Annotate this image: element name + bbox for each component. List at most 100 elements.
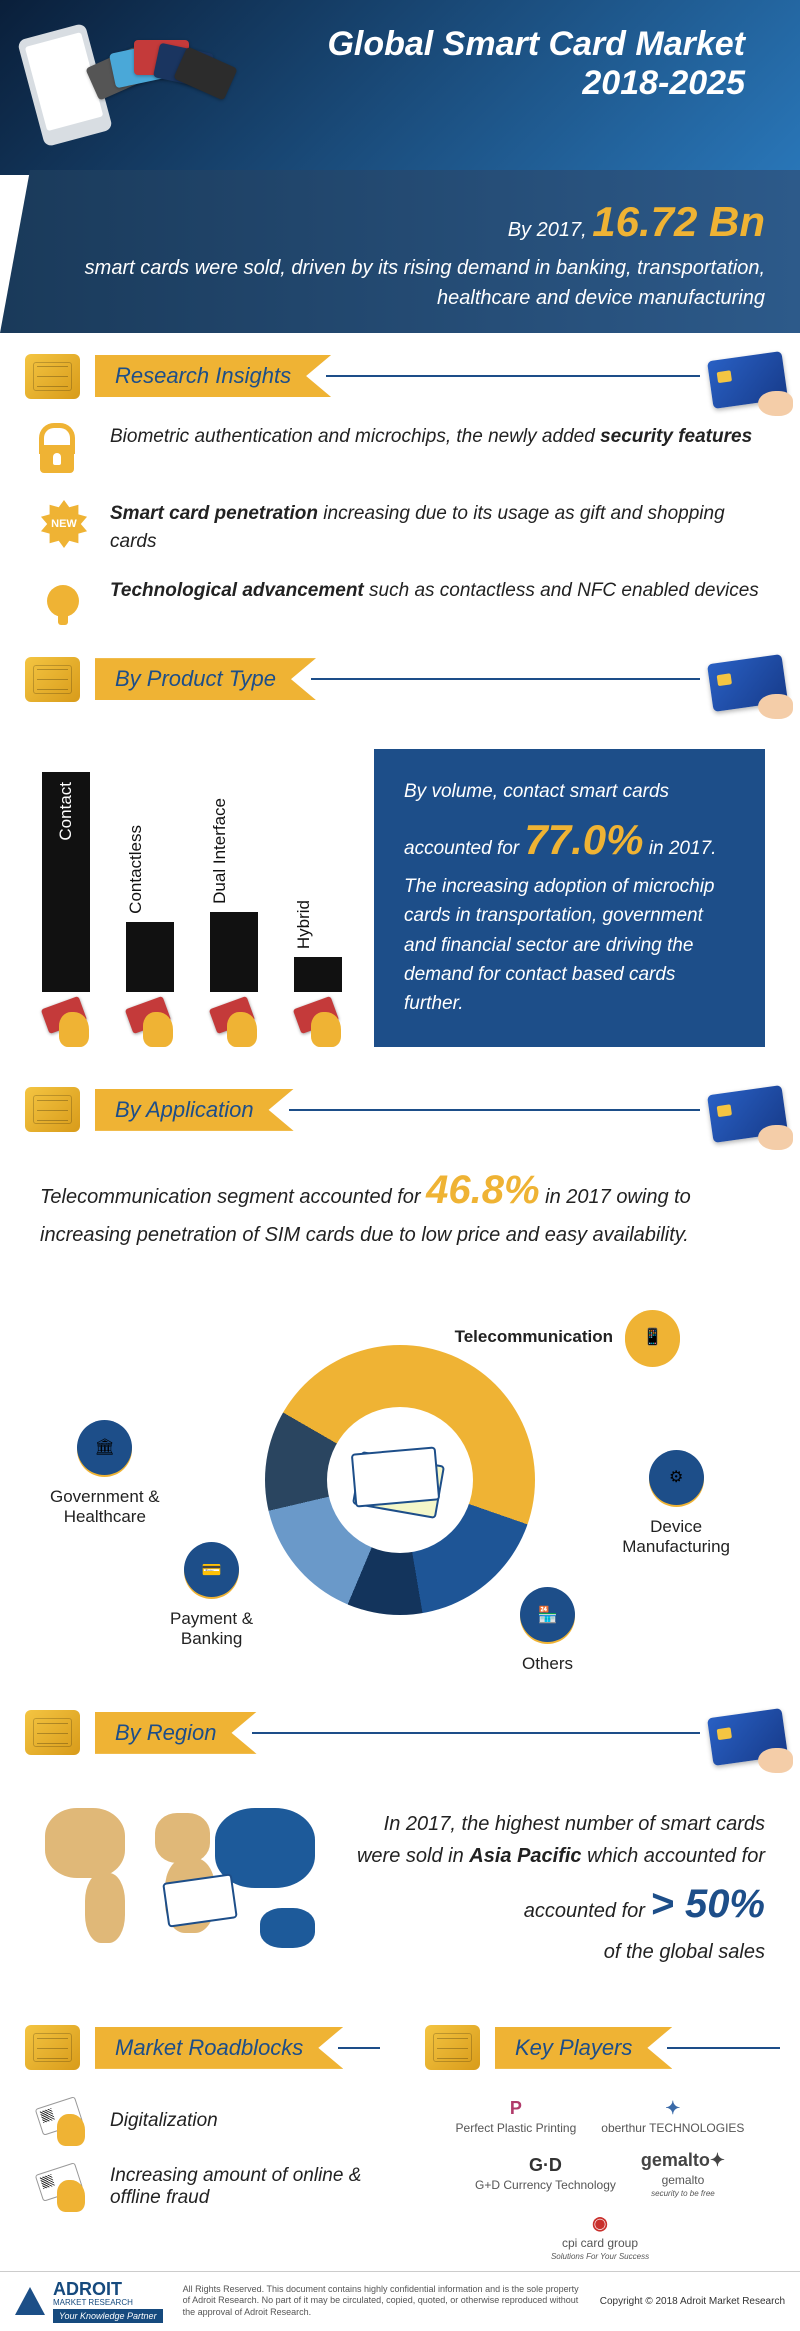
device-label: Device Manufacturing [622, 1517, 730, 1558]
lock-icon [40, 423, 85, 478]
subheader-prefix: By 2017, [508, 219, 593, 241]
roadblock-text: Digitalization [110, 2110, 218, 2132]
divider [326, 375, 700, 377]
footer-logo-mark [15, 2287, 45, 2315]
insight-text: Technological advancement such as contac… [110, 577, 759, 605]
section-title-roadblocks: Market Roadblocks [95, 2027, 343, 2069]
player-logo: ◉cpi card groupSolutions For Your Succes… [551, 2213, 649, 2261]
bulb-icon [40, 577, 85, 632]
bar: Dual Interface [210, 912, 258, 992]
section-header-roadblocks: Market Roadblocks [0, 2023, 400, 2073]
hand-card-icon [123, 997, 178, 1047]
app-label-payment: 💳 Payment & Banking [170, 1542, 253, 1650]
chip-icon [25, 1710, 80, 1755]
app-intro-pre: Telecommunication segment accounted for [40, 1186, 426, 1208]
footer: ADROIT MARKET RESEARCH Your Knowledge Pa… [0, 2271, 800, 2331]
section-title-insights: Research Insights [95, 355, 331, 397]
divider [252, 1732, 700, 1734]
region-text: In 2017, the highest number of smart car… [355, 1808, 765, 1968]
player-logo: ✦oberthur TECHNOLOGIES [601, 2098, 744, 2135]
hand-holding-card-icon [710, 1090, 785, 1138]
section-header-insights: Research Insights [0, 351, 800, 401]
footer-logo: ADROIT MARKET RESEARCH Your Knowledge Pa… [15, 2280, 163, 2323]
roadblocks-list: Digitalization Increasing amount of onlin… [0, 2088, 400, 2220]
hand-card-icon [291, 997, 346, 1047]
roadblock-text: Increasing amount of online & offline fr… [110, 2165, 365, 2209]
chip-icon [25, 657, 80, 702]
chip-icon [25, 2025, 80, 2070]
product-callout: By volume, contact smart cards accounted… [374, 749, 765, 1047]
app-intro-value: 46.8% [426, 1168, 539, 1212]
player-logo: gemalto✦gemaltosecurity to be free [641, 2150, 725, 2198]
footer-copyright: Copyright © 2018 Adroit Market Research [600, 2296, 785, 2307]
callout-value: 77.0% [524, 816, 643, 863]
insight-text: Biometric authentication and microchips,… [110, 423, 752, 451]
players-column: Key Players PPerfect Plastic Printing ✦ob… [400, 2013, 800, 2271]
application-donut-area: 📱 Telecommunication ⚙ Device Manufacturi… [0, 1270, 800, 1690]
subheader-callout: By 2017, 16.72 Bn smart cards were sold,… [0, 170, 800, 333]
app-label-govt: 🏛 Government & Healthcare [50, 1420, 160, 1528]
insight-text: Smart card penetration increasing due to… [110, 500, 760, 555]
application-intro: Telecommunication segment accounted for … [0, 1150, 800, 1260]
region-card-icon [162, 1873, 238, 1927]
product-type-section: Contact Contactless Dual Interface Hybrid B… [0, 719, 800, 1067]
telecom-icon: 📱 [625, 1310, 680, 1365]
bar-label: Dual Interface [210, 798, 230, 904]
bar-column: Contactless [119, 922, 181, 1047]
divider [289, 1109, 700, 1111]
section-title-players: Key Players [495, 2027, 672, 2069]
donut-center [327, 1407, 473, 1553]
region-post: of the global sales [604, 1941, 765, 1963]
new-badge-icon: NEW [40, 500, 85, 555]
section-header-product: By Product Type [0, 654, 800, 704]
bar: Contactless [126, 922, 174, 992]
insights-list: Biometric authentication and microchips,… [0, 423, 800, 632]
section-title-product: By Product Type [95, 658, 316, 700]
hand-holding-card-icon [710, 1713, 785, 1761]
device-icon: ⚙ [649, 1450, 704, 1505]
section-title-region: By Region [95, 1712, 257, 1754]
region-body: In 2017, the highest number of smart car… [0, 1773, 800, 2013]
hand-holding-card-icon [710, 356, 785, 404]
app-label-device: ⚙ Device Manufacturing [622, 1450, 730, 1558]
others-label: Others [522, 1654, 573, 1674]
player-logo: PPerfect Plastic Printing [456, 2098, 577, 2135]
section-header-application: By Application [0, 1085, 800, 1135]
app-label-others: 🏪 Others [520, 1587, 575, 1674]
section-header-region: By Region [0, 1708, 800, 1758]
qr-card-icon [35, 2096, 90, 2146]
donut-chart [265, 1345, 535, 1615]
subheader-text: smart cards were sold, driven by its ris… [85, 257, 765, 309]
bar-column: Hybrid [287, 957, 349, 1047]
bar-column: Dual Interface [203, 912, 265, 1047]
bar-label: Contact [56, 782, 76, 841]
divider [338, 2047, 380, 2049]
bottom-row: Market Roadblocks Digitalization Increasi… [0, 2013, 800, 2271]
others-icon: 🏪 [520, 1587, 575, 1642]
qr-card-icon [35, 2162, 90, 2212]
hand-holding-card-icon [710, 659, 785, 707]
payment-icon: 💳 [184, 1542, 239, 1597]
bar-column: Contact [35, 772, 97, 1047]
world-map-icon [35, 1788, 335, 1988]
divider [311, 678, 700, 680]
insight-row: Technological advancement such as contac… [40, 577, 760, 632]
insight-row: NEW Smart card penetration increasing due… [40, 500, 760, 555]
region-value: > 50% [650, 1882, 765, 1926]
hand-card-icon [39, 997, 94, 1047]
roadblock-item: Increasing amount of online & offline fr… [0, 2154, 400, 2220]
header-banner: Global Smart Card Market 2018-2025 [0, 0, 800, 175]
app-label-telecom: 📱 Telecommunication [455, 1310, 680, 1365]
footer-legal: All Rights Reserved. This document conta… [183, 2284, 580, 2319]
hand-card-icon [207, 997, 262, 1047]
section-title-application: By Application [95, 1089, 294, 1131]
region-accounted: accounted for [524, 1900, 651, 1922]
callout-post: in 2017. The increasing adoption of micr… [404, 838, 716, 1015]
section-header-players: Key Players [400, 2023, 800, 2073]
players-grid: PPerfect Plastic Printing ✦oberthur TECHN… [400, 2088, 800, 2271]
roadblock-item: Digitalization [0, 2088, 400, 2154]
insight-row: Biometric authentication and microchips,… [40, 423, 760, 478]
bar: Contact [42, 772, 90, 992]
chip-icon [25, 354, 80, 399]
bar-label: Hybrid [294, 900, 314, 949]
